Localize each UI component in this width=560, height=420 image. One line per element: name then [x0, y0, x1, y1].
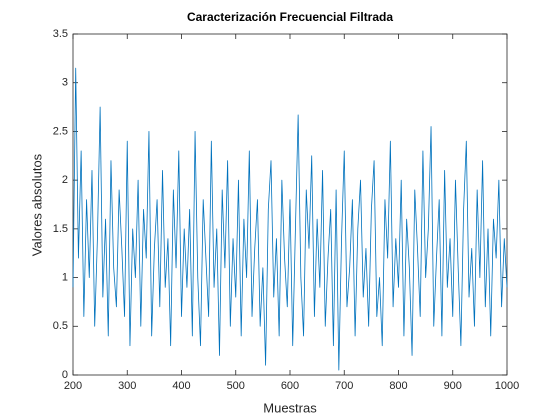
y-tick-label: 0.5 [53, 320, 68, 332]
y-tick-label: 3 [62, 77, 68, 89]
x-axis-label: Muestras [263, 400, 317, 415]
x-tick-label: 600 [281, 380, 299, 392]
x-tick-label: 400 [172, 380, 190, 392]
x-tick-label: 800 [389, 380, 407, 392]
y-tick-label: 1 [62, 271, 68, 283]
x-tick-label: 1000 [495, 380, 519, 392]
y-axis-label: Valores absolutos [29, 153, 44, 256]
x-tick-label: 900 [444, 380, 462, 392]
chart-title: Caracterización Frecuencial Filtrada [187, 10, 393, 24]
x-tick-label: 200 [64, 380, 82, 392]
y-tick-label: 0 [62, 369, 68, 381]
x-tick-label: 700 [335, 380, 353, 392]
x-tick-label: 500 [227, 380, 245, 392]
y-tick-label: 3.5 [53, 28, 68, 40]
x-tick-label: 300 [118, 380, 136, 392]
data-line [72, 67, 508, 371]
y-tick-label: 1.5 [53, 223, 68, 235]
y-tick-label: 2.5 [53, 125, 68, 137]
y-tick-label: 2 [62, 174, 68, 186]
